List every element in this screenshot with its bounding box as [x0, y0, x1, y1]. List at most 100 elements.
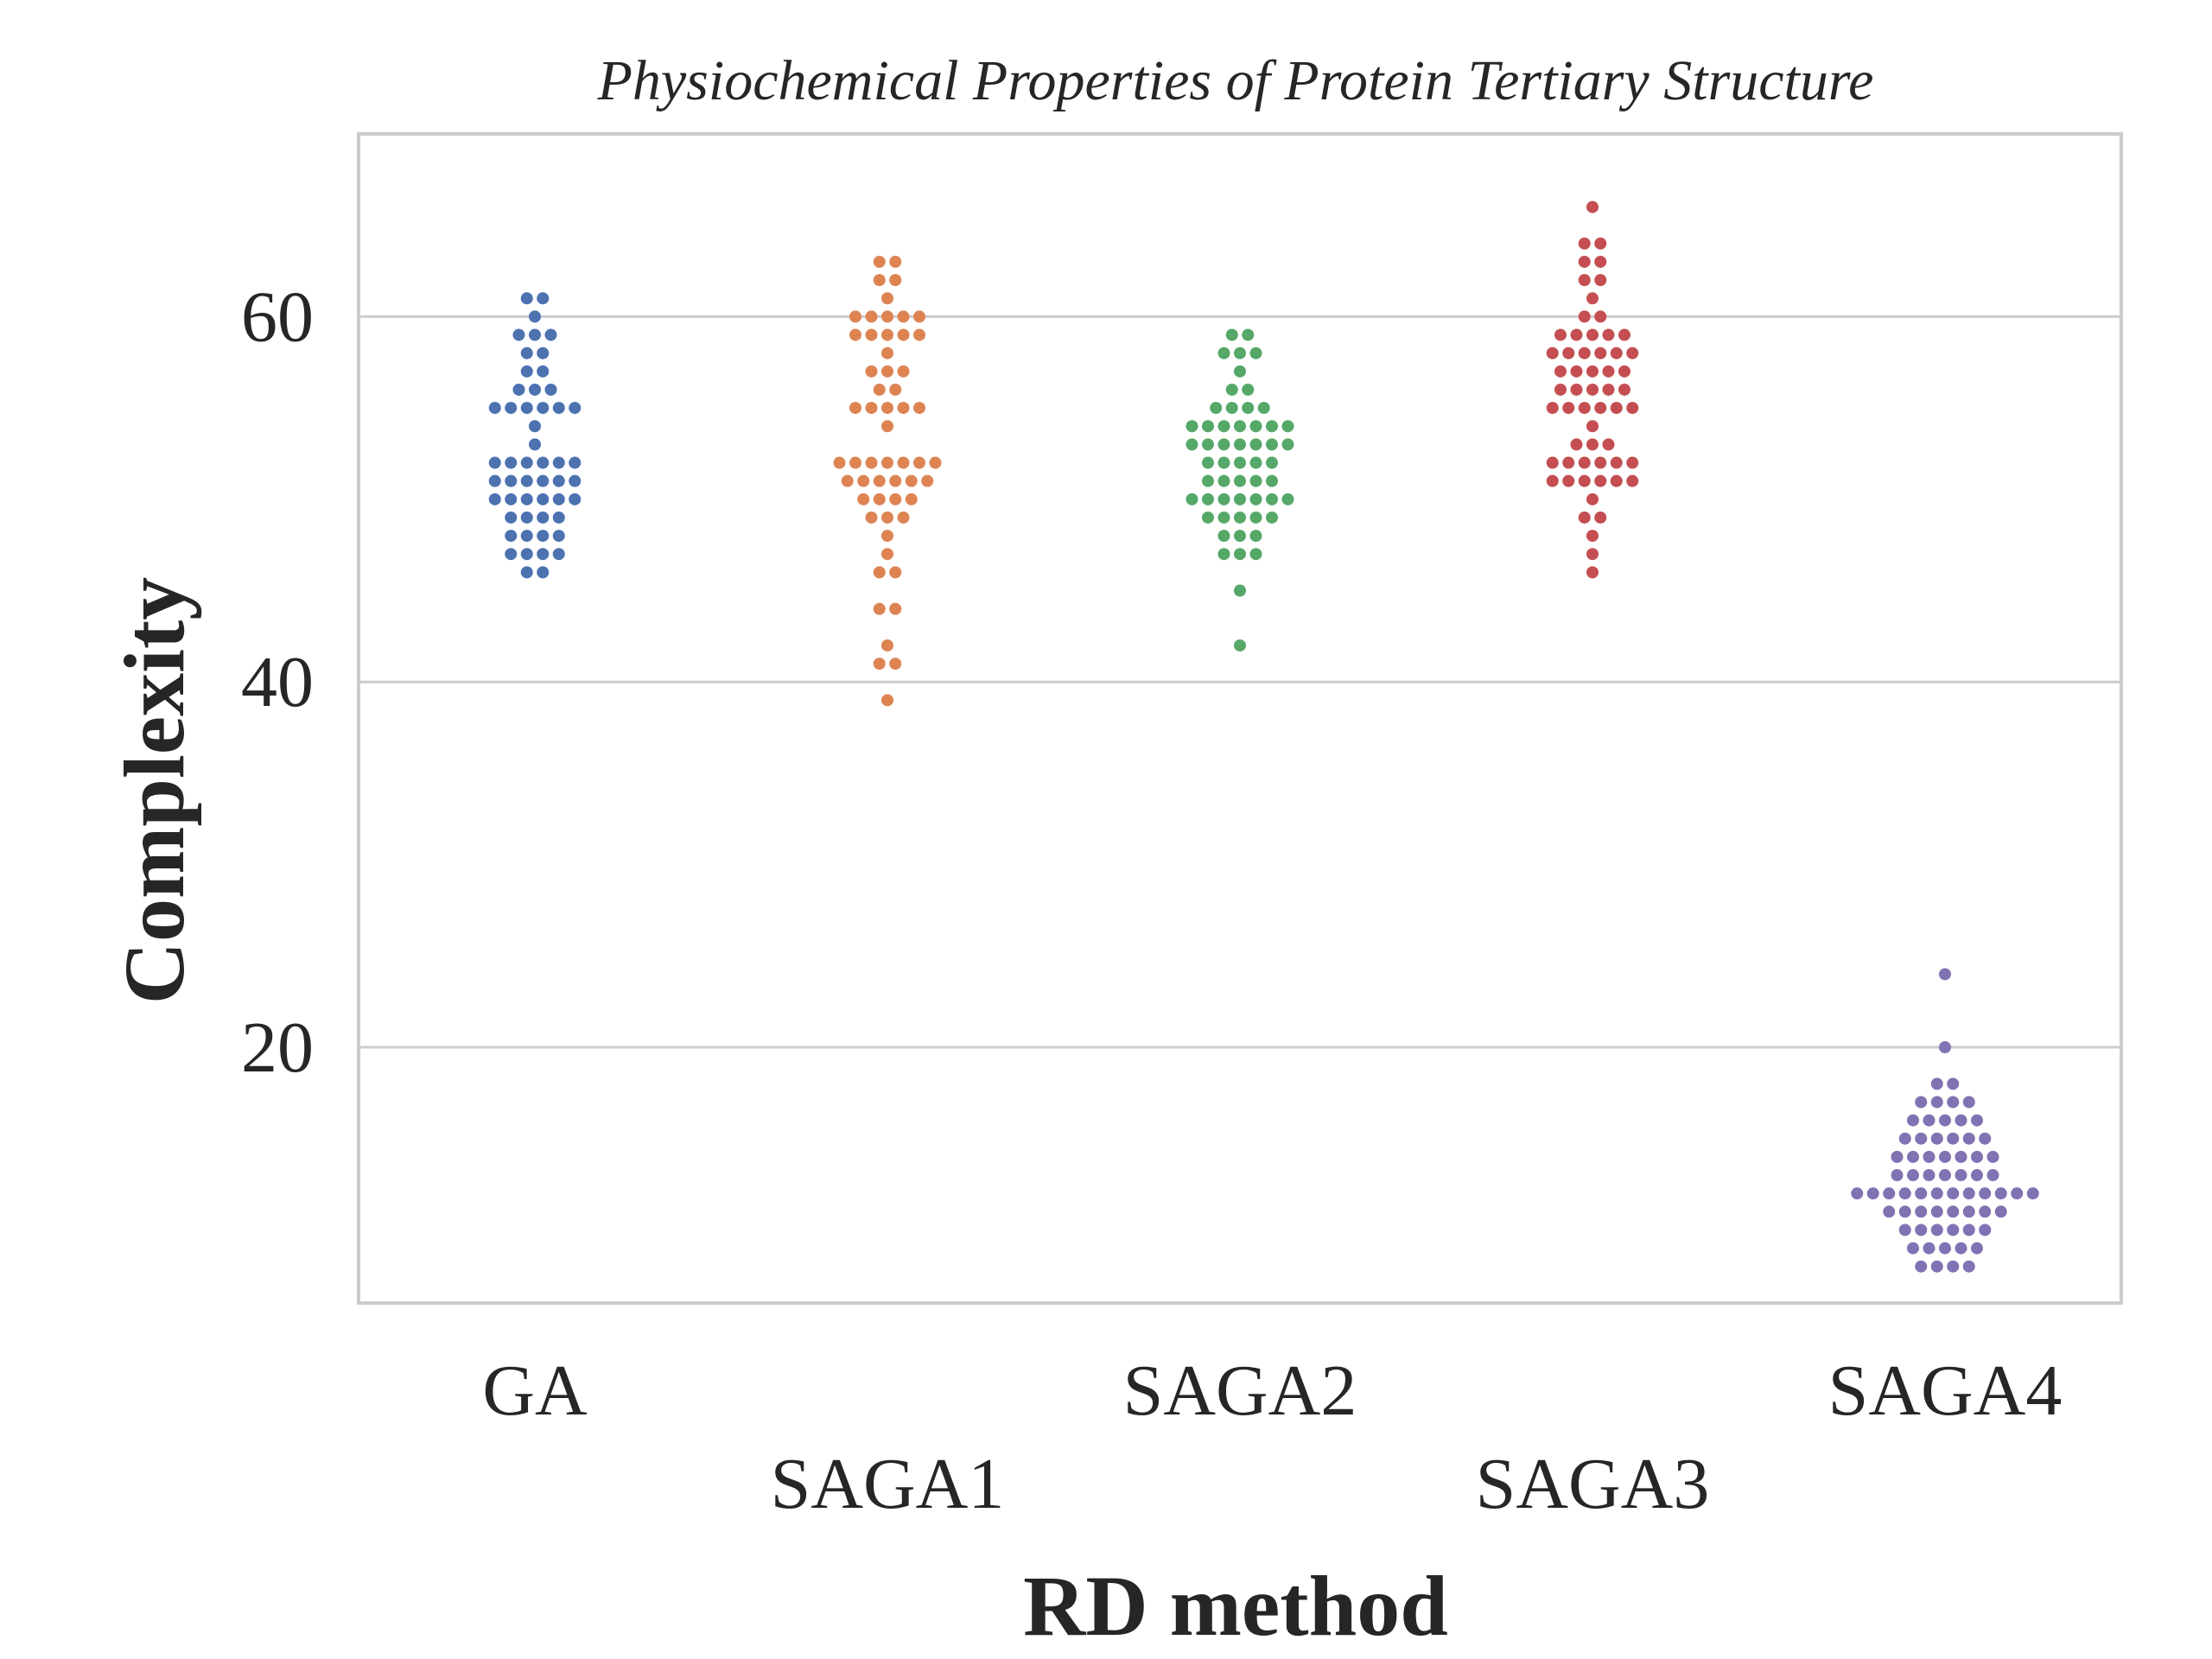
data-point [1578, 255, 1591, 268]
y-axis-label: Complexity [106, 577, 202, 1004]
data-point [1907, 1169, 1919, 1182]
data-point [881, 328, 893, 341]
data-point [1586, 548, 1599, 561]
data-point [1851, 1187, 1864, 1200]
data-point [1979, 1187, 1992, 1200]
data-point [1249, 456, 1262, 469]
data-point [1234, 456, 1246, 469]
data-point [1986, 1150, 1999, 1163]
data-point [1947, 1132, 1960, 1145]
data-point [488, 402, 501, 415]
data-point [1578, 511, 1591, 524]
x-tick-label: SAGA4 [1828, 1351, 2063, 1431]
data-point [1249, 474, 1262, 487]
data-point [529, 328, 541, 341]
data-point [529, 438, 541, 451]
data-point [1546, 346, 1559, 359]
data-point [1971, 1242, 1983, 1255]
data-point [1234, 438, 1246, 451]
data-point [544, 328, 557, 341]
data-point [1217, 456, 1230, 469]
series-SAGA2 [1185, 328, 1294, 652]
data-point [1586, 383, 1599, 396]
data-point [537, 346, 550, 359]
data-point [1554, 383, 1567, 396]
data-point [1915, 1096, 1928, 1109]
data-point [1242, 383, 1255, 396]
gridlines [359, 315, 2121, 1049]
data-point [1610, 456, 1623, 469]
data-point [1979, 1132, 1992, 1145]
data-point [520, 456, 533, 469]
data-point [552, 548, 565, 561]
data-point [897, 310, 910, 323]
data-point [537, 548, 550, 561]
data-point [569, 493, 582, 505]
y-tick-label: 20 [241, 1007, 314, 1088]
data-point [1923, 1150, 1936, 1163]
data-point [1915, 1132, 1928, 1145]
data-point [1185, 438, 1198, 451]
data-point [881, 511, 893, 524]
data-point [520, 402, 533, 415]
data-point [865, 328, 878, 341]
data-point [1594, 310, 1607, 323]
data-point [569, 456, 582, 469]
data-point [849, 456, 861, 469]
data-point [905, 493, 918, 505]
data-point [873, 274, 886, 287]
data-point [1570, 365, 1583, 378]
data-point [865, 456, 878, 469]
data-point [488, 493, 501, 505]
data-point [569, 402, 582, 415]
data-point [537, 365, 550, 378]
data-point [537, 474, 550, 487]
data-point [1234, 365, 1246, 378]
y-tick-label: 60 [241, 276, 314, 357]
data-point [537, 402, 550, 415]
data-point [1898, 1224, 1911, 1236]
data-point [1217, 474, 1230, 487]
data-point [1225, 328, 1238, 341]
data-point [897, 456, 910, 469]
data-point [881, 292, 893, 305]
data-point [1930, 1224, 1943, 1236]
data-point [873, 474, 886, 487]
data-point [897, 365, 910, 378]
data-point [1602, 328, 1615, 341]
x-tick-label: SAGA3 [1476, 1444, 1710, 1524]
data-point [569, 474, 582, 487]
data-point [1578, 474, 1591, 487]
data-point [1891, 1150, 1904, 1163]
data-point [1594, 255, 1607, 268]
data-point [520, 530, 533, 543]
data-point [1594, 346, 1607, 359]
data-point [552, 511, 565, 524]
data-point [905, 474, 918, 487]
chart-title: Physiochemical Properties of Protein Ter… [597, 49, 1874, 112]
data-point [1915, 1187, 1928, 1200]
data-point [849, 310, 861, 323]
data-point [1217, 548, 1230, 561]
data-point [529, 420, 541, 433]
data-point [1939, 1150, 1951, 1163]
data-point [505, 530, 518, 543]
data-point [1202, 493, 1214, 505]
data-point [1610, 346, 1623, 359]
data-point [1234, 584, 1246, 597]
data-point [1570, 438, 1583, 451]
data-point [1242, 328, 1255, 341]
data-point [881, 420, 893, 433]
data-point [1586, 292, 1599, 305]
data-point [1930, 1187, 1943, 1200]
data-point [520, 474, 533, 487]
data-point [865, 402, 878, 415]
data-point [537, 292, 550, 305]
data-point [1930, 1077, 1943, 1090]
data-point [1955, 1114, 1967, 1127]
data-point [1202, 474, 1214, 487]
data-point [1562, 402, 1575, 415]
series-SAGA4 [1851, 968, 2039, 1273]
data-point [1281, 420, 1294, 433]
data-point [505, 474, 518, 487]
